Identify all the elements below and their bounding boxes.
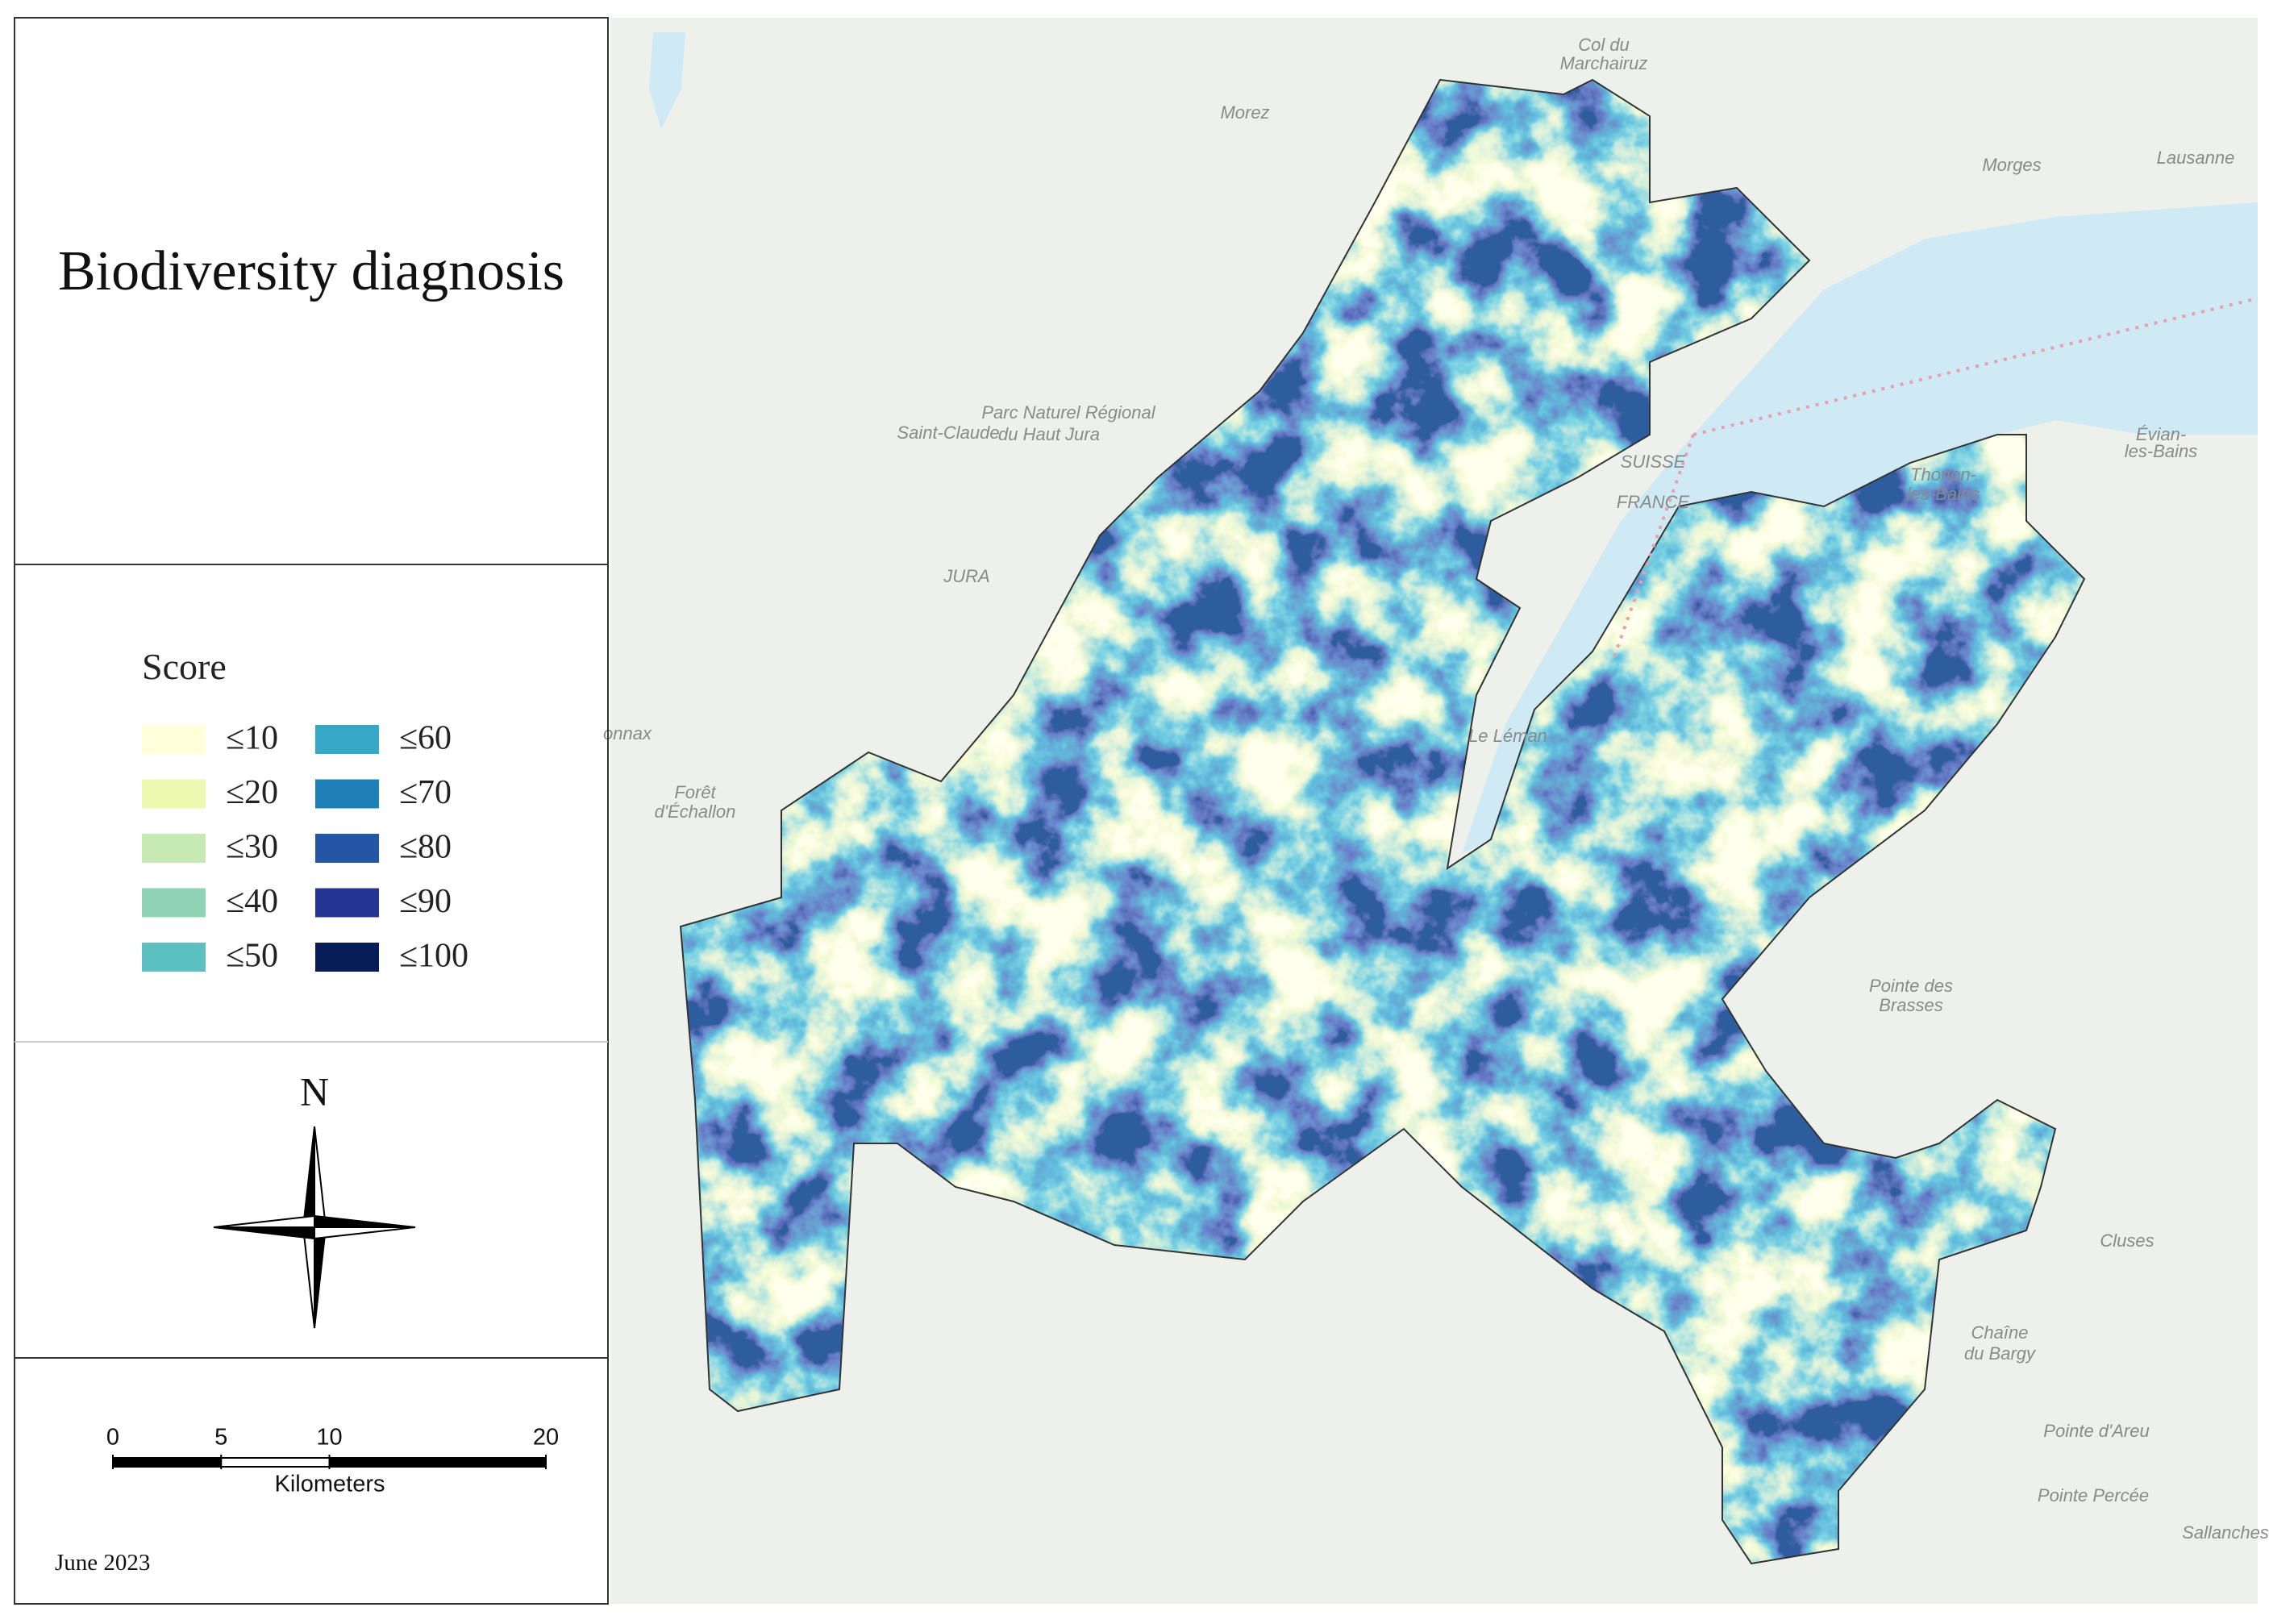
border xyxy=(1692,297,2259,436)
title: Biodiversity diagnosis xyxy=(57,240,565,302)
legend-label: ≤40 xyxy=(226,883,278,920)
map-label: Chaîne xyxy=(1971,1322,2029,1343)
scale-tick-label: 0 xyxy=(106,1425,119,1451)
legend-label: ≤80 xyxy=(399,829,452,866)
map-label: Parc Naturel Régional xyxy=(981,402,1155,423)
map-label: Pointe Percée xyxy=(2038,1485,2149,1505)
scale-unit: Kilometers xyxy=(275,1472,385,1497)
scale-bar: 0 5 10 20 Kilometers xyxy=(106,1425,559,1497)
map-label: Morges xyxy=(1982,155,2041,175)
map-label: Marchairuz xyxy=(1560,53,1648,73)
north-arrow xyxy=(213,1126,416,1329)
panel-frame xyxy=(14,17,609,1605)
legend-swatch xyxy=(142,943,206,972)
legend-swatch xyxy=(315,725,379,754)
map-label: Lausanne xyxy=(2157,148,2235,168)
lake xyxy=(649,32,685,129)
legend-swatch xyxy=(142,779,206,809)
legend-swatch xyxy=(142,834,206,863)
map-label: Forêt xyxy=(674,782,716,802)
map-label: Évian- xyxy=(2136,424,2186,444)
scale-tick-label: 20 xyxy=(533,1425,559,1451)
scale-segment xyxy=(220,1457,331,1468)
lake xyxy=(1462,202,2258,854)
legend-label: ≤100 xyxy=(399,938,468,975)
legend-swatch xyxy=(315,779,379,809)
map-label: Le Léman xyxy=(1468,726,1547,746)
legend-title: Score xyxy=(142,646,227,687)
scale-segment xyxy=(112,1457,223,1468)
map-label: Cluses xyxy=(2100,1230,2154,1251)
map-label: Pointe des xyxy=(1869,976,1953,996)
map-label: onnax xyxy=(603,723,652,743)
map-label: Pointe d'Areu xyxy=(2043,1421,2149,1441)
map-label: Saint-Claude xyxy=(897,423,999,443)
date: June 2023 xyxy=(55,1550,151,1576)
map-label: JURA xyxy=(943,566,989,586)
map-label: d'Échallon xyxy=(655,802,736,822)
north-label: N xyxy=(300,1068,329,1114)
map-label: du Haut Jura xyxy=(998,424,1100,444)
map-label: FRANCE xyxy=(1617,492,1690,512)
legend-swatch xyxy=(142,725,206,754)
scale-segment xyxy=(328,1457,547,1468)
map-label: les-Bains xyxy=(2125,441,2197,461)
map-label: Thonon- xyxy=(1910,464,1976,485)
legend-label: ≤60 xyxy=(399,720,452,757)
legend-label: ≤50 xyxy=(226,938,278,975)
border xyxy=(1611,434,1695,662)
legend-swatch xyxy=(315,834,379,863)
legend-label: ≤10 xyxy=(226,720,278,757)
map-label: Sallanches xyxy=(2182,1522,2269,1543)
map-label: Brasses xyxy=(1879,995,1942,1015)
map-label: SUISSE xyxy=(1621,452,1686,472)
legend-label: ≤70 xyxy=(399,774,452,811)
legend-swatch xyxy=(315,943,379,972)
map-label: Morez xyxy=(1220,102,1269,123)
scale-tick-label: 10 xyxy=(316,1425,342,1451)
legend-label: ≤90 xyxy=(399,883,452,920)
legend-swatch xyxy=(315,888,379,918)
legend-label: ≤30 xyxy=(226,829,278,866)
scale-tick-label: 5 xyxy=(214,1425,227,1451)
legend: ≤10 ≤20 ≤30 ≤40 ≤50 ≤60 ≤70 ≤80 ≤90 ≤100 xyxy=(142,720,468,975)
map-label: Col du xyxy=(1578,35,1630,55)
legend-label: ≤20 xyxy=(226,774,278,811)
map-label: du Bargy xyxy=(1964,1343,2037,1364)
region-border xyxy=(679,78,2086,1565)
map-label: les-Bains xyxy=(1907,484,1980,504)
legend-swatch xyxy=(142,888,206,918)
